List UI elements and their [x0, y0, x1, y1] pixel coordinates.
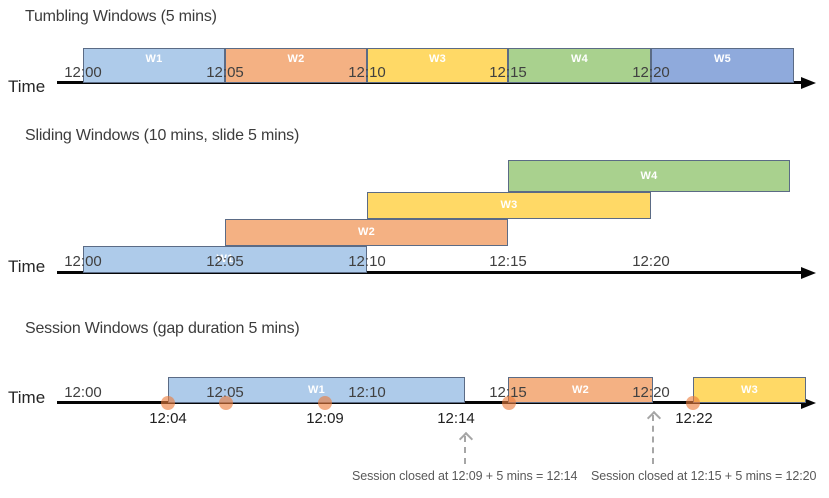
event-dot	[502, 396, 516, 410]
close-time-1214: 12:14	[437, 410, 475, 427]
sliding-tick-1200: 12:00	[64, 253, 102, 270]
sliding-tick-1205: 12:05	[206, 253, 244, 270]
session-close-note-2: Session closed at 12:15 + 5 mins = 12:20	[591, 469, 817, 483]
window-label: W4	[640, 169, 658, 182]
window-label: W1	[308, 383, 325, 396]
sliding-window-w3: W3	[367, 192, 651, 219]
event-time-1204: 12:04	[149, 410, 187, 427]
sliding-time-axis	[57, 271, 803, 274]
session-tick-1205: 12:05	[206, 384, 244, 401]
window-label: W3	[741, 383, 758, 396]
event-time-1222: 12:22	[675, 410, 713, 427]
sliding-tick-1215: 12:15	[489, 253, 527, 270]
sliding-time-axis-label: Time	[8, 257, 46, 276]
sliding-window-w2: W2	[225, 219, 508, 246]
session-close-note-1: Session closed at 12:09 + 5 mins = 12:14	[352, 469, 578, 483]
tumbling-window-w1: W1	[83, 48, 225, 83]
tumbling-time-axis-label: Time	[8, 77, 46, 96]
window-label: W1	[216, 253, 234, 265]
session-tick-1220: 12:20	[632, 384, 670, 401]
window-label: W1	[145, 53, 163, 65]
window-label: W3	[429, 53, 446, 65]
event-dot	[686, 396, 700, 410]
session-time-axis-label: Time	[8, 388, 46, 407]
tumbling-window-w4: W4	[508, 48, 651, 83]
window-label: W4	[571, 53, 588, 65]
sliding-section-title: Sliding Windows (10 mins, slide 5 mins)	[25, 127, 300, 144]
session-tick-1215: 12:15	[489, 384, 527, 401]
window-label: W5	[714, 53, 731, 65]
session-window-w2: W2	[508, 377, 653, 403]
window-label: W2	[287, 53, 305, 65]
tumbling-window-w3: W3	[367, 48, 508, 83]
tumbling-tick-1210: 12:10	[348, 64, 386, 81]
event-dot	[161, 396, 175, 410]
session-window-w3: W3	[693, 377, 806, 403]
sliding-tick-1210: 12:10	[348, 253, 386, 270]
tumbling-section-title: Tumbling Windows (5 mins)	[25, 8, 217, 25]
event-time-1209: 12:09	[306, 410, 344, 427]
tumbling-tick-1200: 12:00	[64, 64, 102, 81]
tumbling-window-w2: W2	[225, 48, 367, 83]
arrow-up-icon	[458, 431, 474, 447]
tumbling-window-w5: W5	[651, 48, 794, 83]
event-dot	[219, 396, 233, 410]
session-close-arrow-1	[458, 431, 474, 464]
session-section-title: Session Windows (gap duration 5 mins)	[25, 320, 300, 337]
session-tick-1210: 12:10	[348, 384, 386, 401]
event-dot	[318, 396, 332, 410]
session-window-w1: W1	[168, 377, 465, 403]
tumbling-tick-1220: 12:20	[632, 64, 670, 81]
tumbling-tick-1205: 12:05	[206, 64, 244, 81]
window-label: W2	[358, 226, 375, 238]
tumbling-axis-arrowhead-icon	[801, 77, 816, 89]
sliding-axis-arrowhead-icon	[801, 267, 816, 279]
session-close-arrow-2	[646, 410, 662, 464]
window-label: W2	[572, 383, 589, 396]
sliding-tick-1220: 12:20	[632, 253, 670, 270]
tumbling-tick-1215: 12:15	[489, 64, 527, 81]
sliding-window-w1: W1	[83, 246, 367, 273]
window-label: W3	[500, 199, 518, 211]
sliding-window-w4: W4	[508, 160, 790, 192]
session-tick-1200: 12:00	[64, 384, 102, 401]
